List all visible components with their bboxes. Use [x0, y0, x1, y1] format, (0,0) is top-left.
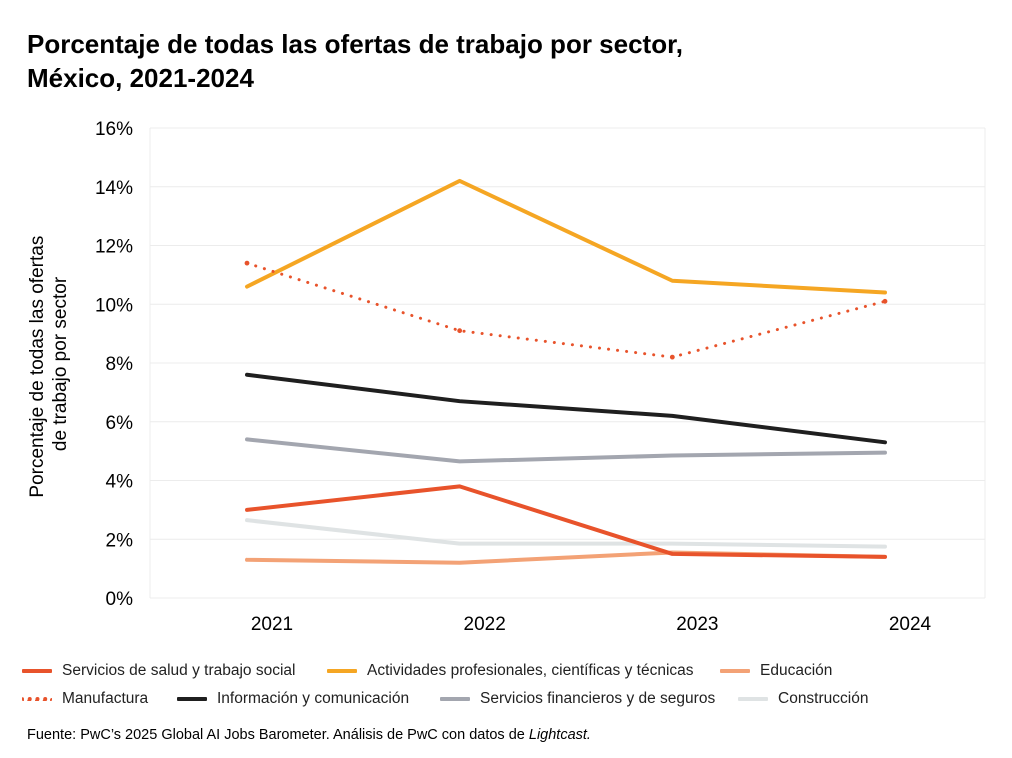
legend-label-salud: Servicios de salud y trabajo social	[62, 662, 296, 679]
legend-item-actividades: Actividades profesionales, científicas y…	[327, 660, 694, 682]
y-tick-label: 4%	[106, 472, 134, 493]
series-point-4	[882, 298, 888, 304]
source-italic: Lightcast.	[528, 727, 591, 743]
legend-item-manufactura: Manufactura	[22, 688, 148, 710]
y-tick-label: 6%	[106, 413, 134, 434]
chart-title-line-1: Porcentaje de todas las ofertas de traba…	[27, 29, 683, 59]
series-line-2	[245, 178, 887, 295]
legend-swatch-informacion	[177, 697, 207, 701]
series-point-4	[244, 260, 250, 266]
legend-label-manufactura: Manufactura	[62, 690, 149, 707]
series-point-4	[669, 354, 675, 360]
x-axis-ticks: 2021 2022 2023 2024	[251, 614, 932, 635]
y-axis-ticks: 0% 2% 4% 6% 8% 10% 12% 14% 16%	[95, 119, 133, 610]
series-point-4	[457, 328, 463, 334]
legend-label-educacion: Educación	[760, 662, 833, 679]
x-tick-label: 2021	[251, 614, 293, 635]
legend-item-informacion: Información y comunicación	[177, 688, 409, 710]
legend-swatch-salud	[22, 669, 52, 673]
y-tick-label: 14%	[95, 178, 133, 199]
legend-item-salud: Servicios de salud y trabajo social	[22, 660, 295, 682]
legend: Servicios de salud y trabajo social Acti…	[22, 660, 1002, 716]
legend-item-construccion: Construcción	[738, 688, 868, 710]
source-note: Fuente: PwC’s 2025 Global AI Jobs Barome…	[27, 727, 591, 743]
y-tick-label: 8%	[106, 354, 134, 375]
y-tick-label: 16%	[95, 119, 133, 140]
legend-swatch-construccion	[738, 697, 768, 701]
legend-swatch-educacion	[720, 669, 750, 673]
line-chart: 0%2%4%6%8%10%12%14%16% 2021 2022 2023 2024 …	[27, 119, 986, 635]
legend-label-financieros: Servicios financieros y de seguros	[480, 690, 716, 707]
chart-title: Porcentaje de todas las ofertas de traba…	[27, 27, 927, 95]
x-tick-label: 2024	[889, 614, 932, 635]
legend-label-construccion: Construcción	[778, 690, 869, 707]
legend-item-educacion: Educación	[720, 660, 832, 682]
legend-label-actividades: Actividades profesionales, científicas y…	[367, 662, 694, 679]
legend-label-informacion: Información y comunicación	[217, 690, 410, 707]
grid-lines	[149, 127, 986, 599]
y-tick-label: 2%	[106, 530, 134, 551]
legend-row-1: Servicios de salud y trabajo social Acti…	[22, 660, 1002, 688]
series-line-6	[245, 437, 887, 464]
y-tick-label: 12%	[95, 237, 133, 258]
x-tick-label: 2022	[464, 614, 506, 635]
legend-swatch-actividades	[327, 669, 357, 673]
series-line-4	[245, 261, 887, 359]
y-axis-label: Porcentaje de todas las ofertas de traba…	[27, 230, 71, 497]
series-lines	[244, 178, 888, 565]
y-tick-label: 0%	[106, 589, 134, 610]
legend-item-financieros: Servicios financieros y de seguros	[440, 688, 715, 710]
series-line-7	[245, 518, 887, 549]
series-line-1	[245, 484, 887, 559]
y-tick-label: 10%	[95, 295, 133, 316]
legend-row-2: Manufactura Información y comunicación S…	[22, 688, 1002, 716]
y-axis-label-line-1: Porcentaje de todas las ofertas	[27, 236, 48, 498]
chart-title-line-2: México, 2021-2024	[27, 63, 254, 93]
legend-swatch-manufactura	[22, 697, 52, 701]
series-line-5	[245, 372, 887, 445]
y-axis-label-line-2: de trabajo por sector	[50, 276, 71, 451]
source-text: Fuente: PwC’s 2025 Global AI Jobs Barome…	[27, 727, 529, 743]
legend-swatch-financieros	[440, 697, 470, 701]
x-tick-label: 2023	[676, 614, 718, 635]
